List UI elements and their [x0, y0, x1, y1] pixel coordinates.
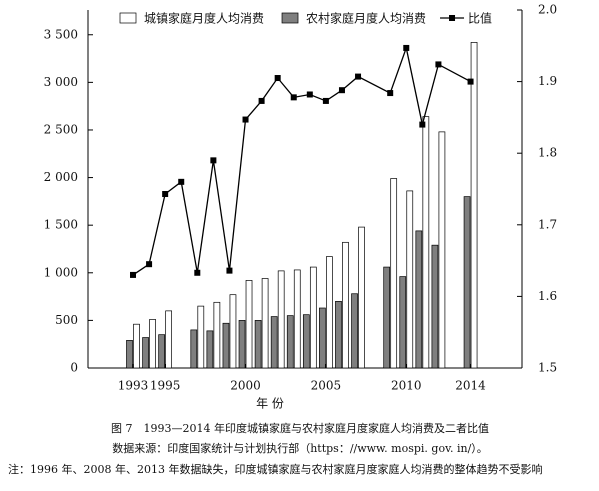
- note: 注：1996 年、2008 年、2013 年数据缺失，印度城镇家庭与农村家庭月度…: [8, 462, 542, 476]
- y2-tick-label: 1.9: [538, 74, 557, 88]
- ratio-point: [226, 267, 233, 274]
- bar: [254, 320, 262, 369]
- x-tick-label: 2005: [311, 379, 342, 393]
- bar: [245, 280, 253, 369]
- bar: [335, 301, 342, 369]
- bar: [326, 256, 333, 369]
- ratio-point: [178, 178, 185, 185]
- legend-label: 城镇家庭月度人均消费: [144, 11, 264, 26]
- bar: [431, 244, 439, 369]
- y2-tick-label: 1.7: [538, 217, 557, 231]
- ratio-point: [210, 157, 217, 164]
- bar: [293, 269, 301, 369]
- bar: [149, 319, 156, 369]
- ratio-point: [162, 191, 169, 198]
- bar: [206, 330, 214, 369]
- bar: [438, 131, 446, 369]
- bar: [213, 301, 221, 369]
- ratio-point: [338, 87, 345, 94]
- legend-label: 农村家庭月度人均消费: [306, 11, 426, 26]
- bar: [238, 320, 246, 369]
- legend-swatch: [449, 15, 456, 21]
- bar: [309, 266, 317, 369]
- y-tick-label: 1 500: [44, 218, 78, 232]
- bar: [277, 270, 285, 369]
- bar: [358, 226, 365, 369]
- bar: [470, 42, 478, 369]
- ratio-point: [242, 116, 249, 123]
- x-tick-label: 2010: [391, 379, 422, 393]
- y-tick-label: 1 000: [44, 265, 78, 279]
- ratio-point: [274, 75, 281, 82]
- caption: 图 7 1993—2014 年印度城镇家庭与农村家庭月度家庭人均消费及二者比值: [111, 421, 489, 435]
- y2-tick-label: 1.5: [538, 361, 557, 375]
- y2-tick-label: 2.0: [538, 3, 557, 17]
- x-tick-label: 1995: [150, 379, 181, 393]
- bar: [302, 314, 310, 369]
- bar: [165, 310, 173, 369]
- y-tick-label: 500: [55, 313, 78, 327]
- bar: [197, 305, 205, 369]
- bar: [422, 116, 430, 369]
- bar: [261, 278, 269, 369]
- legend-swatch: [281, 12, 299, 24]
- x-tick-label: 2014: [455, 379, 486, 393]
- bar: [406, 190, 414, 369]
- ratio-line: [132, 45, 471, 276]
- bar: [342, 241, 349, 369]
- ratio-point: [355, 73, 362, 80]
- bar: [415, 230, 423, 369]
- y-tick-label: 0: [70, 361, 78, 375]
- y2-tick-label: 1.6: [538, 289, 557, 303]
- ratio-point: [290, 94, 297, 101]
- bar: [390, 178, 398, 369]
- bar: [351, 293, 358, 369]
- y-tick-label: 3 500: [44, 27, 78, 41]
- bar: [126, 340, 133, 369]
- ratio-point: [306, 91, 313, 98]
- bar: [133, 323, 140, 369]
- y-tick-label: 2 500: [44, 122, 78, 136]
- ratio-point: [467, 78, 474, 85]
- ratio-point: [130, 271, 137, 278]
- ratio-point: [419, 121, 426, 128]
- ratio-point: [146, 261, 153, 268]
- x-axis-label: 年 份: [256, 397, 284, 411]
- bar: [399, 276, 407, 369]
- bar: [142, 337, 149, 369]
- bar: [286, 315, 294, 369]
- ratio-point: [435, 61, 442, 68]
- y-tick-label: 2 000: [44, 170, 78, 184]
- ratio-point: [194, 269, 201, 276]
- y-tick-label: 3 000: [44, 75, 78, 89]
- ratio-point: [322, 97, 329, 104]
- y2-tick-label: 1.8: [538, 146, 557, 160]
- bar: [222, 322, 230, 369]
- ratio-point: [403, 44, 410, 51]
- bar: [383, 266, 391, 369]
- x-tick-label: 2000: [230, 379, 261, 393]
- bar: [319, 307, 326, 369]
- legend-swatch: [119, 12, 137, 24]
- bar: [190, 329, 198, 369]
- bar: [270, 316, 278, 369]
- ratio-point: [258, 97, 265, 104]
- x-tick-label: 1993: [118, 379, 149, 393]
- legend-label: 比值: [468, 11, 492, 26]
- bar: [229, 294, 237, 369]
- bar: [158, 334, 166, 369]
- source: 数据来源：印度国家统计与计划执行部（https：//www. mospi. go…: [112, 441, 488, 455]
- bar: [463, 196, 471, 369]
- ratio-point: [387, 90, 394, 97]
